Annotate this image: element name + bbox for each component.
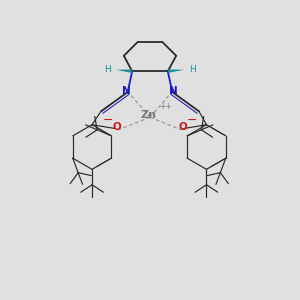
Text: N: N: [122, 85, 131, 96]
Text: H: H: [105, 65, 111, 74]
Polygon shape: [116, 70, 132, 73]
Polygon shape: [168, 70, 184, 73]
Text: ++: ++: [159, 102, 172, 111]
Text: O: O: [178, 122, 187, 132]
Text: N: N: [169, 85, 178, 96]
Text: H: H: [189, 65, 195, 74]
Text: Zn: Zn: [140, 110, 157, 120]
Text: O: O: [112, 122, 121, 132]
Text: −: −: [187, 114, 197, 127]
Text: −: −: [102, 114, 113, 127]
